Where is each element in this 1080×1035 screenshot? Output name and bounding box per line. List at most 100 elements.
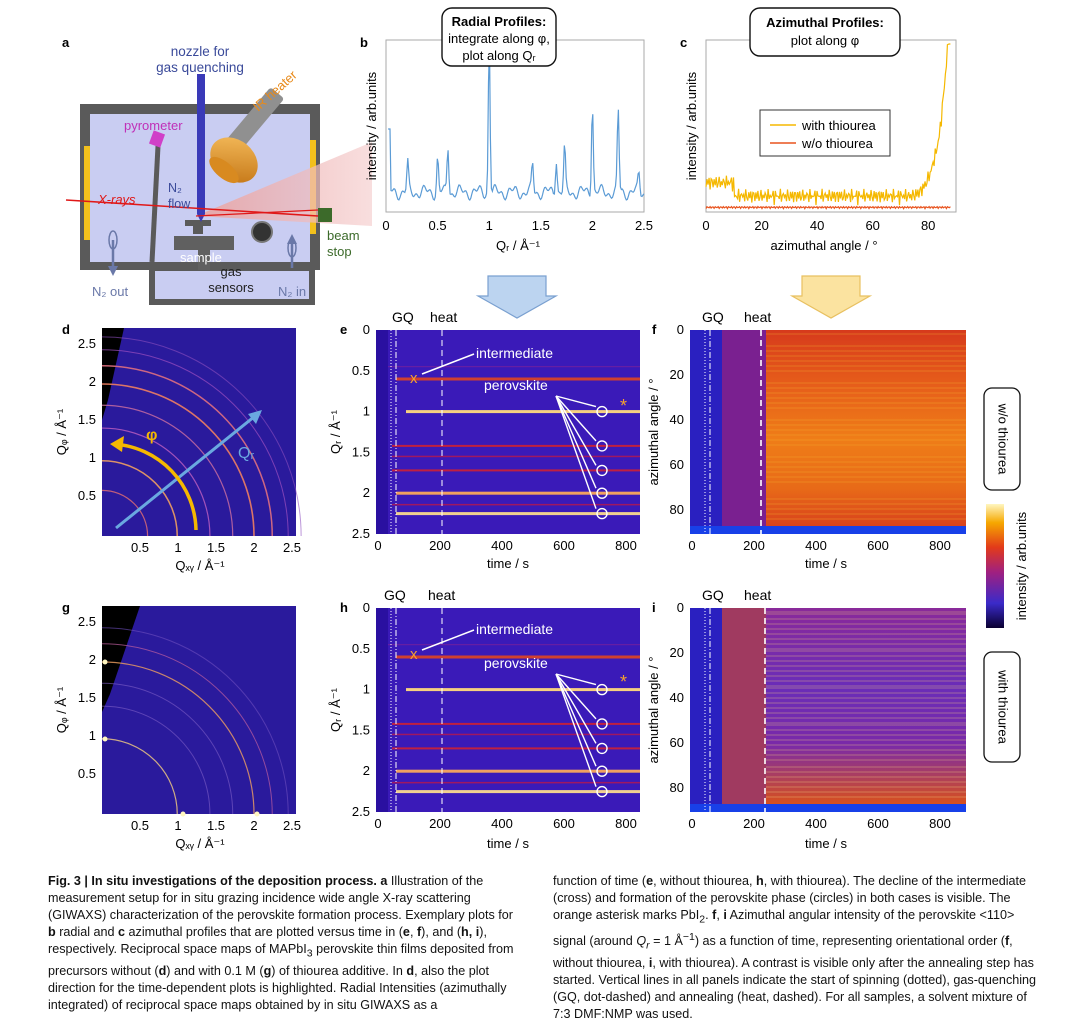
colorbar: [986, 504, 1004, 628]
map-g: [102, 606, 296, 814]
qr-label: Qᵣ: [238, 445, 254, 462]
perovskite-arrow: [555, 395, 597, 466]
perovskite-arrow: [555, 673, 597, 787]
f-xlabel: time / s: [805, 556, 847, 571]
G-y-tick: 2.5: [78, 614, 96, 629]
diffraction-ring: [101, 738, 178, 815]
n2-flow-2: flow: [168, 197, 191, 211]
b-ylabel: intensity / arb.units: [364, 71, 379, 180]
perovskite-circle: [596, 742, 608, 755]
phi-arc: [113, 442, 198, 531]
map-h: [376, 608, 640, 812]
panel-letter-e: e: [340, 322, 347, 337]
g-xlabel: Qₓᵧ / Å⁻¹: [175, 836, 225, 851]
scattering-band: [396, 512, 640, 516]
e-gq: GQ: [392, 309, 414, 325]
scattering-band: [396, 491, 640, 495]
c-box-2: plot along φ: [791, 33, 859, 48]
D-x-tick: 1.5: [207, 540, 225, 555]
E-x-tick: 0: [374, 538, 381, 553]
I-y-tick: 0: [677, 600, 684, 615]
G-y-tick: 0.5: [78, 766, 96, 781]
panel-letter-c: c: [680, 35, 687, 50]
H-x-tick: 200: [429, 816, 451, 831]
I-x-tick: 0: [688, 816, 695, 831]
h-heat: heat: [428, 587, 455, 603]
H-x-tick: 400: [491, 816, 513, 831]
d-ylabel: Qᵩ / Å⁻¹: [54, 408, 69, 455]
i-ylabel: azimuthal angle / °: [646, 656, 661, 763]
e-asterisk: *: [620, 396, 627, 416]
b-x-tick: 0.5: [429, 218, 447, 233]
F-y-tick: 80: [670, 502, 684, 517]
E-x-tick: 200: [429, 538, 451, 553]
diffraction-ring: [101, 460, 178, 537]
H-y-tick: 1: [363, 682, 370, 697]
H-x-tick: 0: [374, 816, 381, 831]
diffraction-ring: [101, 682, 234, 815]
c-xlabel: azimuthal angle / °: [770, 238, 877, 253]
panel-a-setup: a: [62, 35, 372, 305]
n2-out-arrow: [108, 266, 118, 276]
panel-d-reciprocal-map: d φ Qᵣ 2.5 2 1.5 1 0.5 0.5 1 1.5 2 2.5 Qᵩ / Å⁻¹ Q…: [54, 322, 302, 573]
pyrometer-label: pyrometer: [124, 118, 183, 133]
I-x-tick: 400: [805, 816, 827, 831]
scattering-band: [392, 722, 640, 725]
diffraction-ring: [101, 404, 234, 537]
perovskite-arrow: [555, 395, 597, 509]
ir-cone: [196, 142, 372, 226]
I-y-tick: 60: [670, 735, 684, 750]
perovskite-arrow: [555, 395, 597, 408]
lower-chamber: [149, 265, 315, 305]
colorbar-label: intensity / arb.units: [1014, 511, 1029, 620]
c-x-tick: 60: [865, 218, 879, 233]
arrow-b-to-e: [475, 275, 559, 319]
b-box-2: integrate along φ,: [448, 31, 550, 46]
G-y-tick: 1.5: [78, 690, 96, 705]
G-y-tick: 1: [89, 728, 96, 743]
phi-label: φ: [146, 427, 157, 444]
n2-in-label: N₂ in: [278, 284, 306, 299]
beam-stop-1: beam: [327, 228, 360, 243]
b-box-3: plot along Qᵣ: [462, 48, 535, 63]
b-x-tick: 1.5: [532, 218, 550, 233]
nozzle-label-1: nozzle for: [171, 44, 230, 59]
panel-letter-g: g: [62, 600, 70, 615]
E-y-tick: 0.5: [352, 363, 370, 378]
I-x-tick: 200: [743, 816, 765, 831]
scattering-band: [396, 377, 640, 381]
gas-sensors-2: sensors: [208, 280, 254, 295]
with-thiourea-label: with thiourea: [996, 669, 1011, 744]
panel-letter-d: d: [62, 322, 70, 337]
e-perovskite: perovskite: [484, 377, 548, 393]
bragg-spot: [180, 811, 186, 817]
b-x-tick: 1: [486, 218, 493, 233]
E-y-tick: 1: [363, 404, 370, 419]
G-x-tick: 1.5: [207, 818, 225, 833]
c-x-tick: 80: [921, 218, 935, 233]
b-xlabel: Qᵣ / Å⁻¹: [496, 238, 541, 253]
I-x-tick: 800: [929, 816, 951, 831]
E-x-tick: 400: [491, 538, 513, 553]
e-ylabel: Qᵣ / Å⁻¹: [328, 409, 343, 454]
arrow-c-to-f: [789, 275, 873, 319]
D-x-tick: 0.5: [131, 540, 149, 555]
f-ylabel: azimuthal angle / °: [646, 378, 661, 485]
D-y-tick: 2: [89, 374, 96, 389]
h-gq: GQ: [384, 587, 406, 603]
I-x-tick: 600: [867, 816, 889, 831]
h-perovskite: perovskite: [484, 655, 548, 671]
diffraction-ring: [101, 349, 289, 537]
g-ylabel: Qᵩ / Å⁻¹: [54, 686, 69, 733]
h-cross: x: [410, 646, 418, 663]
E-x-tick: 800: [615, 538, 637, 553]
h-intermediate: intermediate: [476, 621, 553, 637]
H-y-tick: 1.5: [352, 722, 370, 737]
perovskite-circle: [596, 785, 608, 798]
e-intermediate: intermediate: [476, 345, 553, 361]
H-x-tick: 600: [553, 816, 575, 831]
with-thiourea-line: [705, 43, 951, 206]
scattering-band: [392, 781, 640, 784]
E-y-tick: 2: [363, 485, 370, 500]
e-xlabel: time / s: [487, 556, 529, 571]
